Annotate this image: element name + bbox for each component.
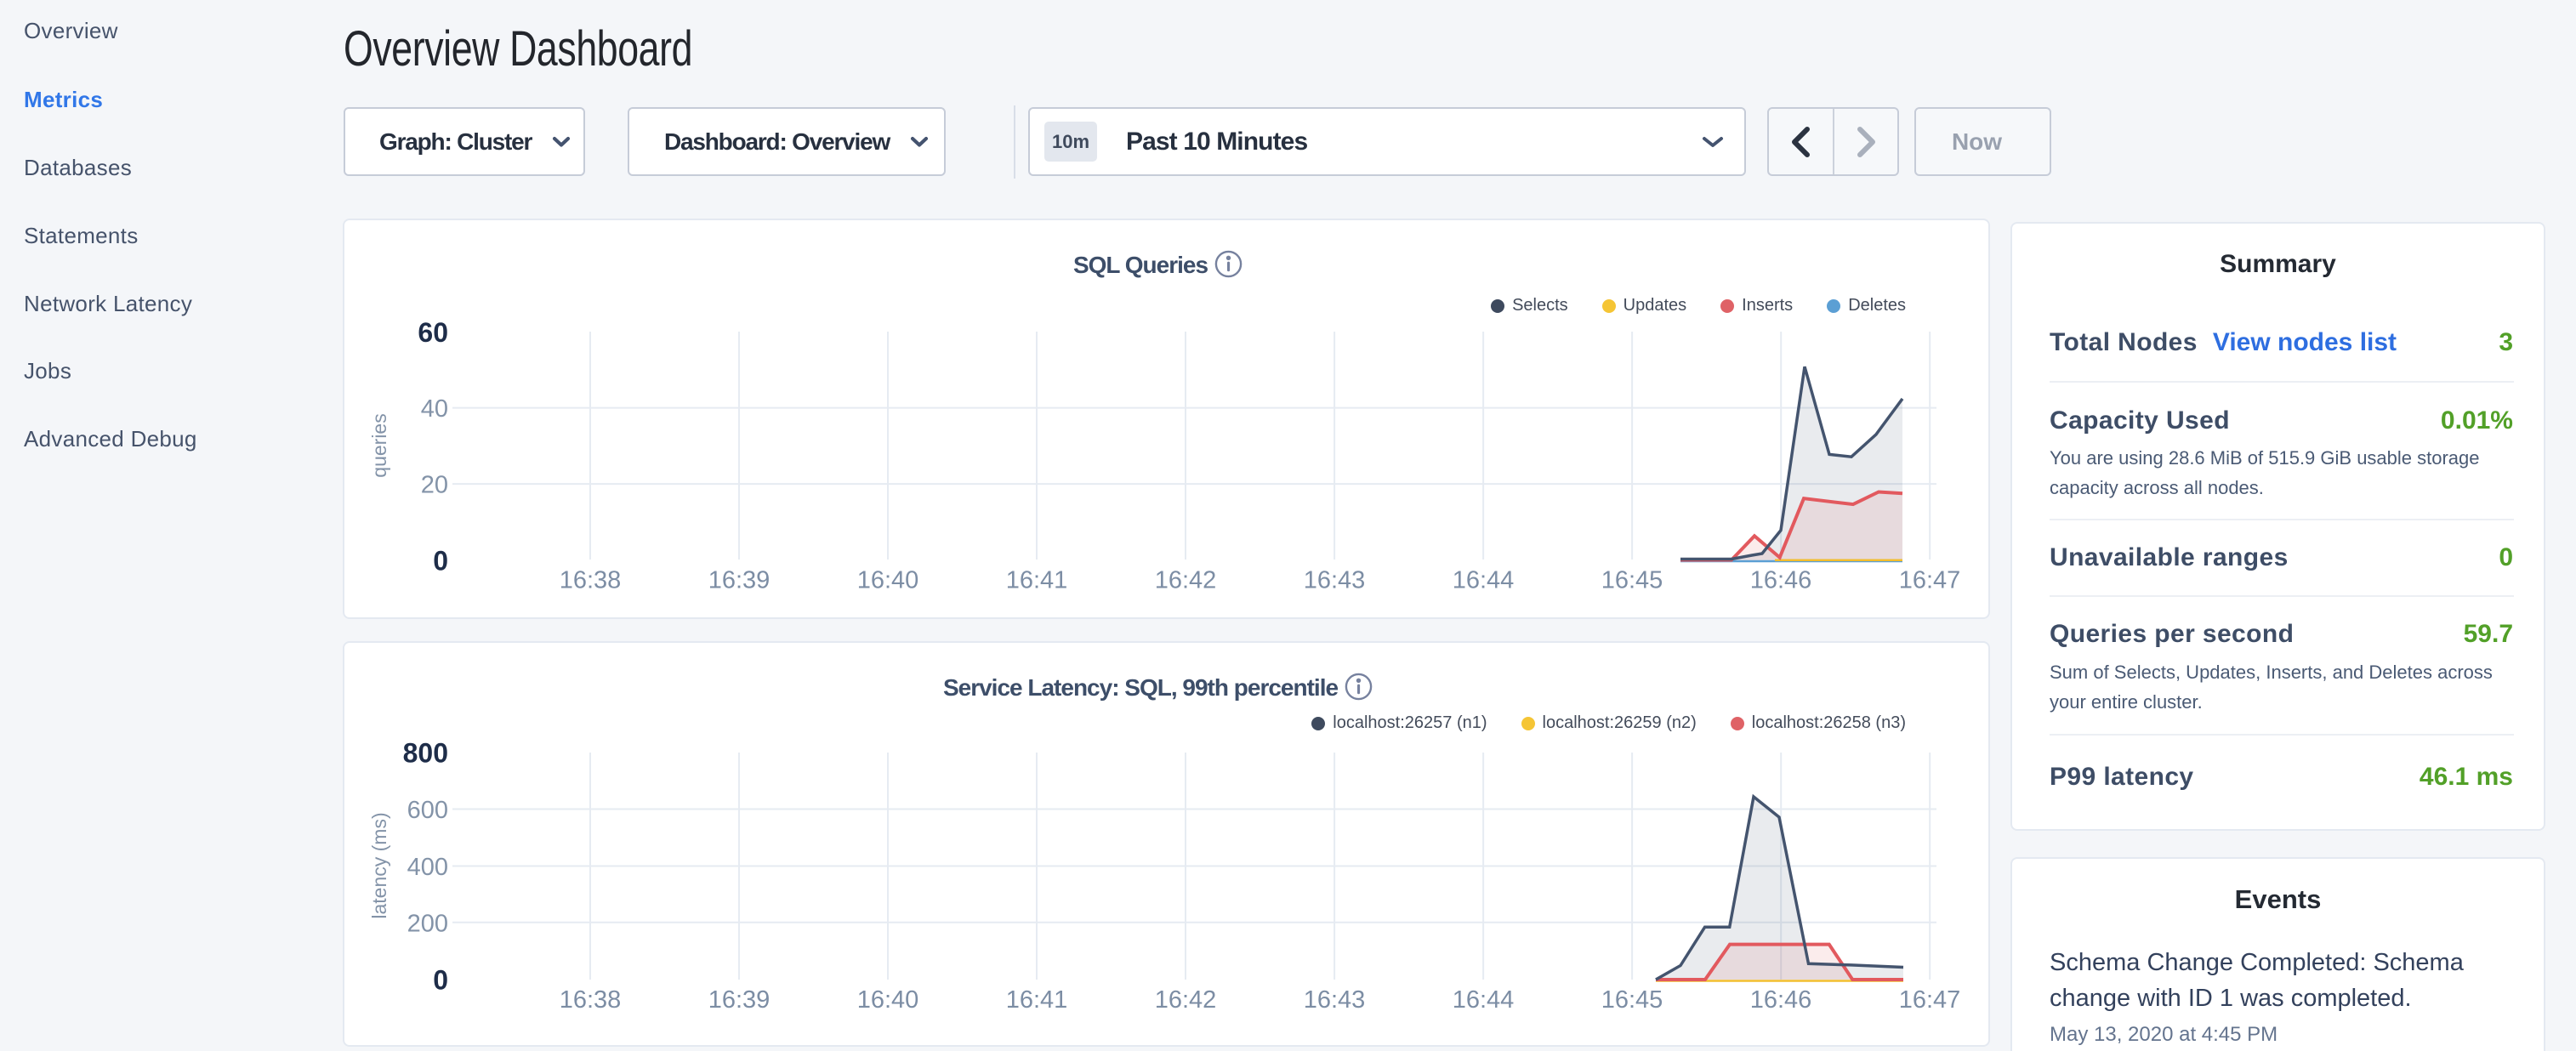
svg-text:20: 20 bbox=[421, 472, 448, 499]
svg-text:16:47: 16:47 bbox=[1899, 567, 1961, 594]
svg-text:16:40: 16:40 bbox=[857, 986, 919, 1014]
svg-text:16:42: 16:42 bbox=[1155, 986, 1217, 1014]
svg-text:16:45: 16:45 bbox=[1601, 567, 1663, 594]
svg-text:16:46: 16:46 bbox=[1750, 567, 1812, 594]
svg-text:16:44: 16:44 bbox=[1453, 567, 1515, 594]
svg-text:16:39: 16:39 bbox=[708, 986, 771, 1014]
svg-text:latency (ms): latency (ms) bbox=[368, 812, 390, 918]
svg-text:60: 60 bbox=[418, 317, 448, 348]
svg-text:600: 600 bbox=[407, 797, 448, 824]
svg-text:200: 200 bbox=[407, 910, 448, 937]
svg-text:40: 40 bbox=[421, 395, 448, 423]
svg-text:0: 0 bbox=[433, 965, 448, 996]
svg-text:16:43: 16:43 bbox=[1304, 567, 1366, 594]
svg-text:16:39: 16:39 bbox=[708, 567, 771, 594]
svg-text:400: 400 bbox=[407, 854, 448, 881]
svg-text:16:38: 16:38 bbox=[560, 986, 622, 1014]
svg-text:16:38: 16:38 bbox=[560, 567, 622, 594]
svg-text:16:45: 16:45 bbox=[1601, 986, 1663, 1014]
svg-text:16:43: 16:43 bbox=[1304, 986, 1366, 1014]
svg-text:16:41: 16:41 bbox=[1006, 567, 1068, 594]
svg-text:16:41: 16:41 bbox=[1006, 986, 1068, 1014]
svg-text:queries: queries bbox=[368, 413, 390, 477]
svg-text:800: 800 bbox=[403, 737, 448, 768]
svg-text:16:44: 16:44 bbox=[1453, 986, 1515, 1014]
svg-text:16:42: 16:42 bbox=[1155, 567, 1217, 594]
svg-text:16:40: 16:40 bbox=[857, 567, 919, 594]
svg-text:0: 0 bbox=[433, 545, 448, 576]
svg-text:16:46: 16:46 bbox=[1750, 986, 1812, 1014]
svg-text:16:47: 16:47 bbox=[1899, 986, 1961, 1014]
